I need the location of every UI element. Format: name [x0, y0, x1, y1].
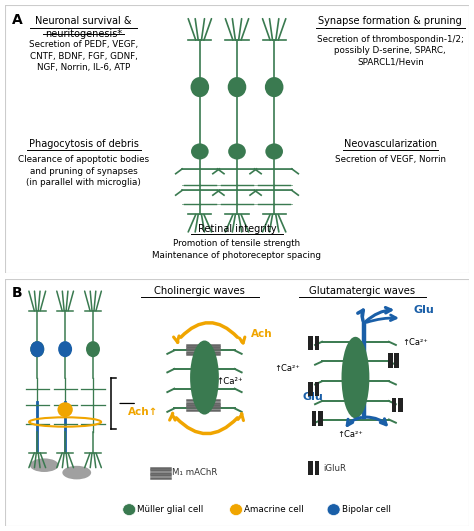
- Text: Cholinergic waves: Cholinergic waves: [155, 286, 245, 296]
- Ellipse shape: [63, 466, 91, 479]
- Text: Clearance of apoptotic bodies
and pruning of synapses
(in parallel with microgli: Clearance of apoptotic bodies and prunin…: [18, 156, 149, 187]
- Ellipse shape: [341, 337, 369, 418]
- Bar: [398, 398, 403, 412]
- FancyArrowPatch shape: [181, 323, 237, 337]
- Ellipse shape: [191, 77, 209, 97]
- Text: Secretion of PEDF, VEGF,
CNTF, BDNF, FGF, GDNF,
NGF, Norrin, IL-6, ATP: Secretion of PEDF, VEGF, CNTF, BDNF, FGF…: [29, 40, 138, 72]
- Text: Neovascularization: Neovascularization: [344, 140, 437, 149]
- Ellipse shape: [228, 77, 246, 97]
- Text: Glu: Glu: [302, 392, 323, 402]
- Text: ↑Ca²⁺: ↑Ca²⁺: [402, 338, 428, 347]
- Text: Ach↑: Ach↑: [128, 407, 158, 417]
- Text: B: B: [12, 286, 22, 300]
- Ellipse shape: [58, 341, 72, 357]
- Text: Secretion of thrombospondin-1/2;
possibly D-serine, SPARC,
SPARCL1/Hevin: Secretion of thrombospondin-1/2; possibl…: [317, 35, 464, 67]
- Ellipse shape: [190, 340, 219, 415]
- Ellipse shape: [229, 504, 243, 516]
- Text: Ach: Ach: [251, 329, 273, 339]
- Ellipse shape: [191, 143, 209, 159]
- Text: Retinal integrity: Retinal integrity: [198, 224, 276, 234]
- Bar: [392, 398, 396, 412]
- Ellipse shape: [265, 143, 283, 159]
- Ellipse shape: [57, 402, 73, 417]
- Ellipse shape: [265, 77, 283, 97]
- Ellipse shape: [228, 143, 246, 159]
- FancyArrowPatch shape: [176, 418, 237, 434]
- Bar: [315, 382, 319, 396]
- Text: Amacrine cell: Amacrine cell: [244, 505, 303, 514]
- Text: ↑Ca²⁺: ↑Ca²⁺: [337, 430, 363, 439]
- Text: ↑Ca²⁺: ↑Ca²⁺: [274, 364, 300, 373]
- Text: Neuronal survival &
neuritogenesis*: Neuronal survival & neuritogenesis*: [36, 16, 132, 39]
- Bar: [388, 353, 392, 367]
- Text: M₁ mAChR: M₁ mAChR: [172, 468, 218, 477]
- Bar: [308, 336, 313, 350]
- Text: Synapse formation & pruning: Synapse formation & pruning: [319, 16, 462, 26]
- Text: Müller glial cell: Müller glial cell: [137, 505, 203, 514]
- Ellipse shape: [327, 504, 340, 516]
- Bar: [315, 461, 319, 475]
- Bar: [312, 412, 317, 426]
- Bar: [315, 336, 319, 350]
- Ellipse shape: [123, 504, 136, 516]
- Text: Glu: Glu: [413, 305, 434, 315]
- Bar: [319, 412, 323, 426]
- Text: ↑Ca²⁺: ↑Ca²⁺: [216, 377, 243, 386]
- Ellipse shape: [30, 458, 59, 472]
- Ellipse shape: [30, 341, 44, 357]
- Text: Glutamatergic waves: Glutamatergic waves: [310, 286, 416, 296]
- Ellipse shape: [86, 341, 100, 357]
- Text: A: A: [12, 13, 22, 28]
- Bar: [394, 353, 399, 367]
- Text: Bipolar cell: Bipolar cell: [341, 505, 391, 514]
- Text: iGluR: iGluR: [323, 464, 346, 473]
- Text: Promotion of tensile strength
Maintenance of photoreceptor spacing: Promotion of tensile strength Maintenanc…: [153, 239, 321, 260]
- Text: Secretion of VEGF, Norrin: Secretion of VEGF, Norrin: [335, 156, 446, 165]
- Text: Phagocytosis of debris: Phagocytosis of debris: [29, 140, 139, 149]
- Bar: [308, 461, 313, 475]
- Bar: [308, 382, 313, 396]
- Ellipse shape: [30, 341, 44, 357]
